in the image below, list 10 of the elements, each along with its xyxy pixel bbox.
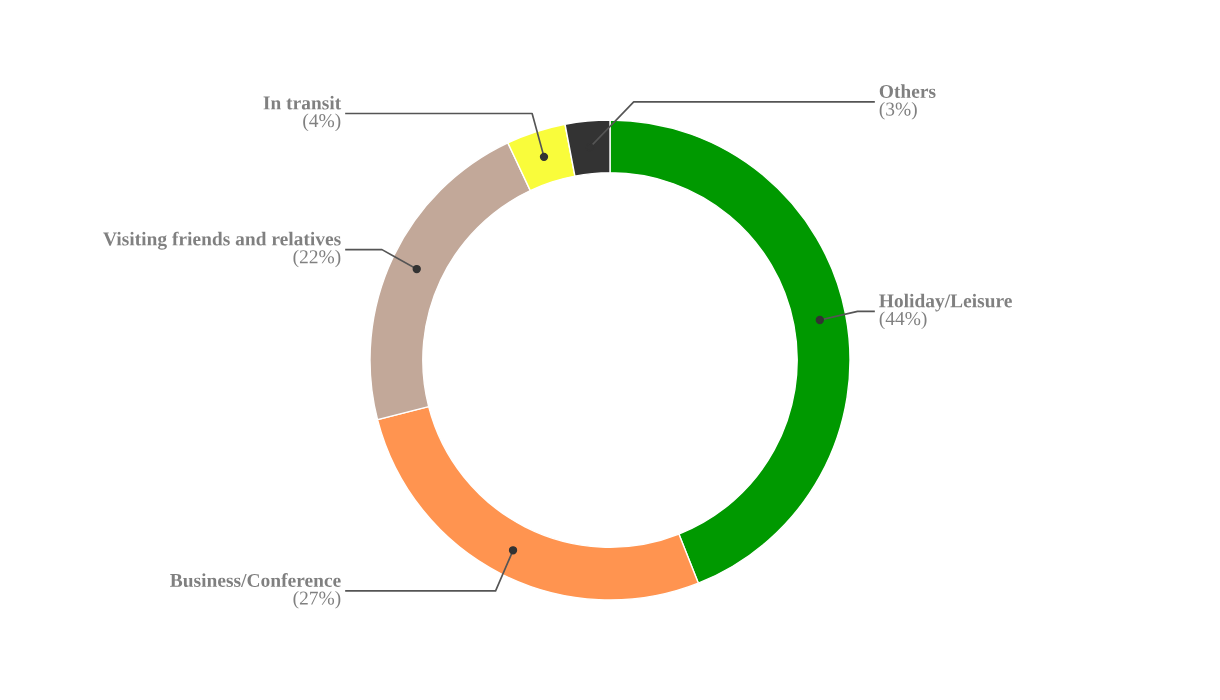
slice-label: In transit: [263, 95, 342, 110]
slice-label: Holiday/Leisure: [879, 293, 1012, 312]
data-label: (27%): [293, 590, 341, 609]
data-label: (22%): [293, 249, 341, 268]
data-label: (4%): [303, 113, 341, 132]
data-label: (3%): [879, 101, 917, 120]
slice-label: Business/Conference: [170, 573, 341, 588]
data-label: (44%): [879, 311, 927, 330]
slice-label: Others: [879, 84, 936, 98]
slice-label: Visiting friends and relatives: [103, 231, 341, 250]
